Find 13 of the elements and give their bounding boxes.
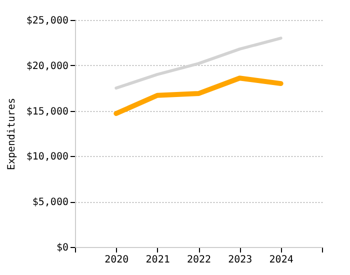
line-series xyxy=(114,36,282,90)
x-tick-label: 2023 xyxy=(228,254,252,266)
x-tick-label: 2022 xyxy=(186,254,212,266)
y-tick-label: $5,000 xyxy=(32,197,68,208)
x-tick-label: 2021 xyxy=(146,254,170,266)
y-tick-label: $0 xyxy=(56,242,68,254)
y-tick-label: $25,000 xyxy=(26,16,68,26)
x-tick-label: 2020 xyxy=(104,254,129,266)
y-tick-label: $10,000 xyxy=(26,152,68,163)
y-tick-label: $15,000 xyxy=(26,106,68,118)
y-axis-title: Expenditures xyxy=(6,98,18,170)
x-tick-label: 2024 xyxy=(269,254,294,266)
y-tick-label: $20,000 xyxy=(26,60,68,72)
